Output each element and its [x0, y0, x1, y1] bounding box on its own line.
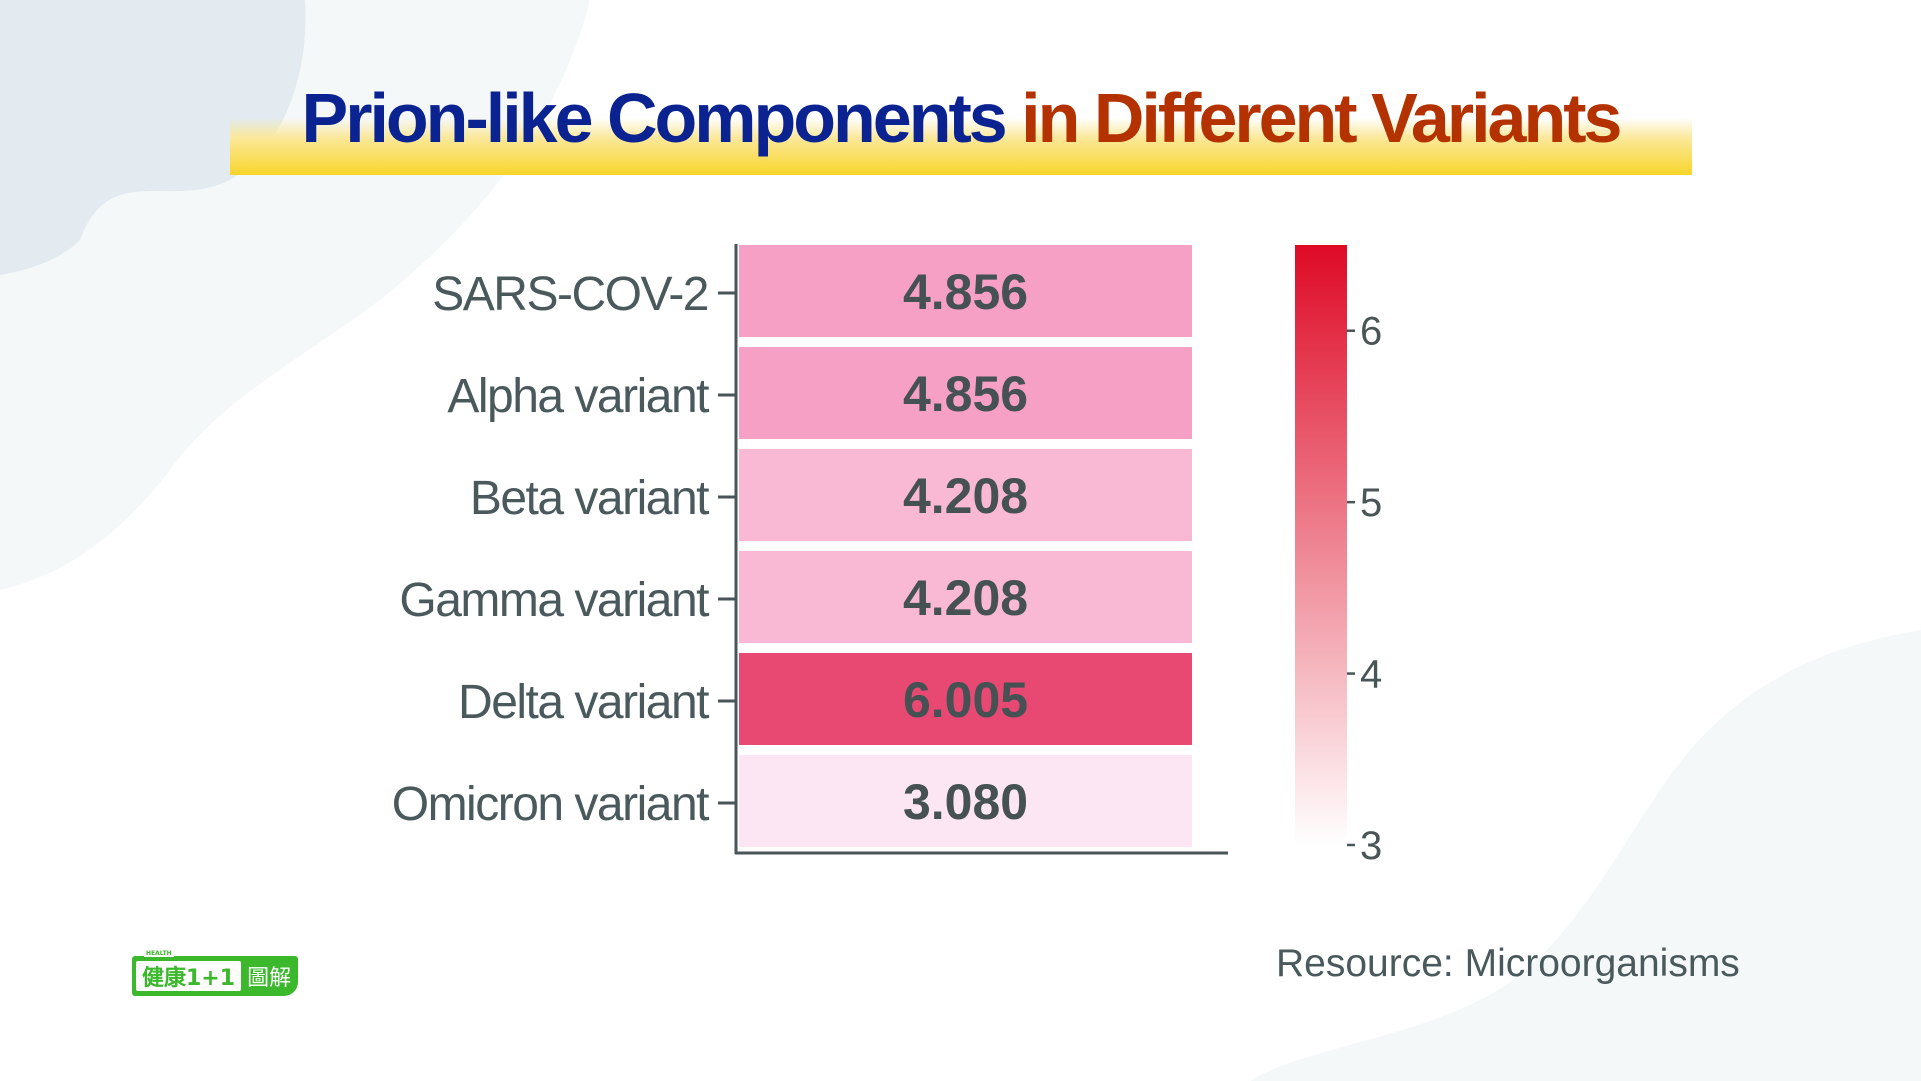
y-tick-label: SARS-COV-2 [432, 268, 708, 321]
source-note: Resource: Microorganisms [1276, 942, 1740, 985]
logo-tag: HEALTH [144, 950, 174, 957]
heatmap-cell [739, 245, 1192, 337]
page-title: Prion-like Components in Different Varia… [0, 78, 1921, 158]
colorbar-tick-label: 6 [1360, 310, 1382, 354]
bg-blob-bottom-right [1250, 630, 1921, 1081]
title-part-2: in Different Variants [1021, 79, 1622, 157]
y-tick-label: Delta variant [458, 676, 709, 729]
heatmap-cell [739, 653, 1192, 745]
title-highlight [230, 118, 1692, 175]
cell-value-label: 4.856 [903, 366, 1028, 422]
y-tick-label: Gamma variant [399, 574, 709, 627]
title-part-1: Prion-like Components [301, 79, 1008, 157]
logo-suffix: 圖解 [247, 966, 292, 991]
colorbar-tick-label: 4 [1360, 653, 1382, 697]
colorbar-tick-label: 3 [1360, 824, 1382, 868]
colorbar-tick-label: 5 [1360, 481, 1382, 525]
heatmap-cell [739, 347, 1192, 439]
y-tick-label: Omicron variant [392, 778, 709, 831]
y-tick-label: Beta variant [470, 472, 709, 525]
cell-value-label: 3.080 [903, 774, 1028, 830]
heatmap-cell [739, 755, 1192, 847]
logo-main: 健康1+1 [136, 961, 242, 991]
colorbar [1295, 245, 1347, 845]
cell-value-label: 4.208 [903, 468, 1028, 524]
cell-value-label: 4.208 [903, 570, 1028, 626]
heatmap-cell [739, 551, 1192, 643]
bg-blob-top-left [0, 0, 306, 275]
heatmap-cell [739, 449, 1192, 541]
y-tick-label: Alpha variant [447, 370, 709, 423]
cell-value-label: 4.856 [903, 264, 1028, 320]
cell-value-label: 6.005 [903, 672, 1028, 728]
brand-logo: HEALTH 健康1+1 圖解 [132, 950, 298, 996]
